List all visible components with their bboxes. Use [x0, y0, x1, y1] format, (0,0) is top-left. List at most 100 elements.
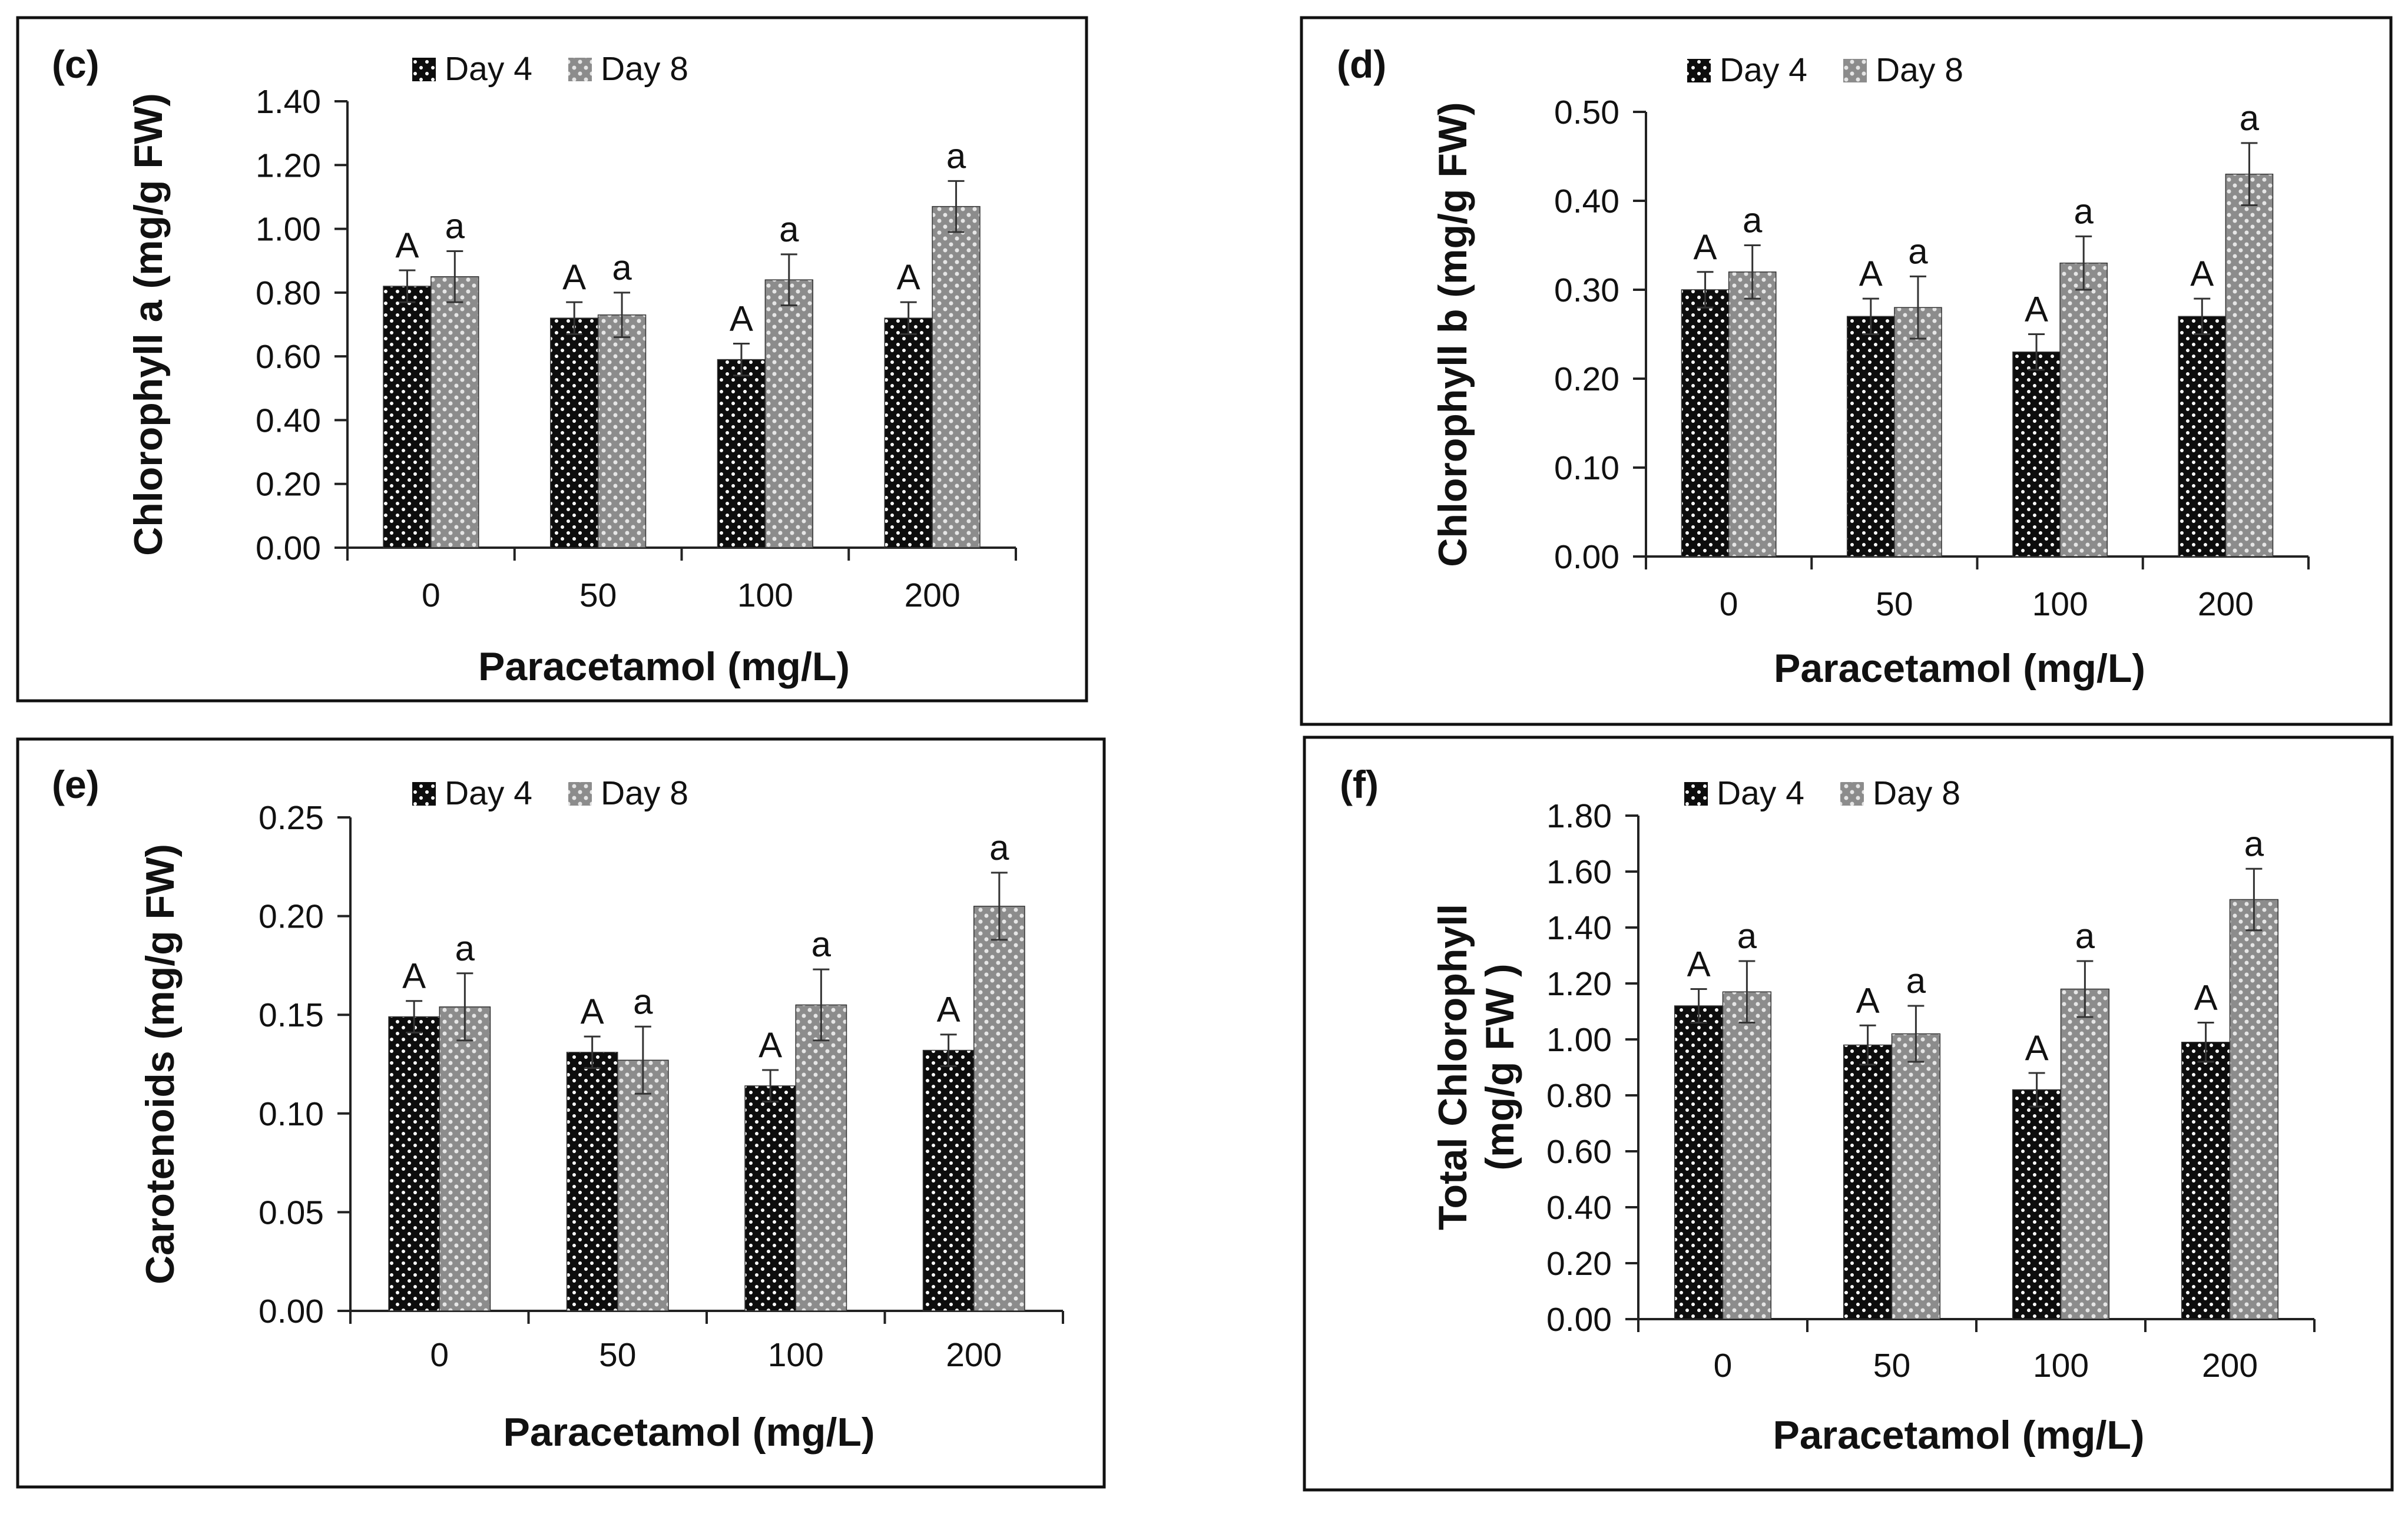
y-tick-label: 0.10	[1554, 449, 1619, 487]
y-tick-label: 0.10	[259, 1095, 324, 1133]
bar-day4	[2012, 1089, 2062, 1320]
panel-label: (d)	[1337, 42, 1386, 86]
bar-day8	[1894, 307, 1942, 557]
bar-day8	[1728, 271, 1777, 557]
y-tick-label: 1.20	[1546, 965, 1612, 1003]
y-tick-label: 0.00	[1546, 1301, 1612, 1339]
y-axis-title-line1: Total Chlorophyll	[1430, 904, 1475, 1230]
significance-label: a	[612, 248, 632, 287]
y-tick-label: 0.20	[259, 898, 324, 936]
y-tick-label: 0.25	[259, 799, 324, 837]
legend-swatch-day4	[1684, 782, 1708, 806]
x-tick-label: 100	[737, 577, 793, 614]
y-tick-label: 1.60	[1546, 853, 1612, 891]
x-axis-title: Paracetamol (mg/L)	[1774, 646, 2145, 691]
bar-day8	[2059, 262, 2108, 557]
significance-label: A	[2190, 254, 2214, 293]
significance-label: A	[395, 226, 419, 265]
y-tick-label: 0.50	[1554, 94, 1619, 131]
bar-day4	[1843, 1044, 1893, 1320]
bar-day8	[973, 906, 1025, 1311]
significance-label: a	[633, 982, 653, 1021]
x-tick-label: 200	[2198, 585, 2254, 623]
x-tick-label: 0	[430, 1336, 449, 1374]
bar-day4	[550, 317, 599, 548]
significance-label: a	[1906, 961, 1926, 1001]
x-tick-label: 50	[579, 577, 617, 614]
y-tick-label: 1.20	[256, 147, 321, 184]
legend-label-day8: Day 8	[1873, 774, 1960, 812]
panel-label: (c)	[52, 42, 100, 86]
x-axis-title: Paracetamol (mg/L)	[1773, 1413, 2144, 1458]
y-tick-label: 1.40	[256, 83, 321, 121]
legend-swatch-day8	[1840, 782, 1864, 806]
significance-label: a	[2074, 191, 2094, 231]
bar-day8	[597, 314, 647, 548]
x-axis-title: Paracetamol (mg/L)	[478, 644, 850, 689]
y-axis-title: Chlorophyll a (mg/g FW)	[126, 93, 171, 556]
significance-label: A	[758, 1025, 782, 1065]
y-tick-label: 0.80	[256, 274, 321, 312]
bar-day8	[2225, 173, 2274, 557]
legend-label-day4: Day 4	[445, 50, 532, 88]
charts-layer: (c) 0.00 0.20 0.40 0.60 0.80 1.00 1.20 1.40 0 50 10…	[16, 16, 2394, 1492]
bar-day8	[764, 279, 813, 548]
significance-label: a	[779, 210, 799, 249]
significance-label: a	[455, 929, 475, 968]
bar-day8	[1722, 991, 1772, 1320]
x-tick-label: 50	[1876, 585, 1913, 623]
significance-label: a	[946, 136, 966, 175]
significance-label: a	[445, 206, 465, 246]
legend-swatch-day8	[568, 58, 592, 81]
significance-label: a	[1743, 201, 1763, 240]
significance-label: A	[402, 956, 426, 996]
bar-day4	[2181, 1042, 2231, 1320]
legend-label-day8: Day 8	[1876, 51, 1963, 89]
panel-label: (e)	[52, 763, 100, 806]
significance-label: A	[897, 257, 920, 297]
x-tick-label: 100	[768, 1336, 824, 1374]
x-tick-label: 200	[905, 577, 960, 614]
significance-label: a	[2240, 98, 2260, 138]
y-tick-label: 0.15	[259, 996, 324, 1034]
y-tick-label: 0.00	[1554, 538, 1619, 576]
legend-label-day8: Day 8	[601, 774, 688, 812]
bar-day8	[2060, 988, 2110, 1320]
x-tick-label: 0	[1714, 1347, 1733, 1384]
significance-label: a	[2244, 824, 2264, 863]
significance-label: A	[1856, 981, 1880, 1020]
significance-label: a	[1737, 916, 1757, 956]
y-tick-label: 0.20	[256, 466, 321, 504]
y-tick-label: 0.40	[1554, 183, 1619, 220]
y-tick-label: 0.20	[1546, 1245, 1612, 1283]
significance-label: A	[562, 257, 586, 297]
bar-day8	[1891, 1033, 1941, 1320]
x-tick-label: 50	[1873, 1347, 1910, 1384]
significance-label: A	[2025, 1028, 2049, 1068]
bar-day4	[744, 1085, 796, 1311]
y-tick-label: 0.80	[1546, 1077, 1612, 1115]
panel-border	[1300, 16, 2393, 726]
y-tick-label: 1.00	[256, 211, 321, 249]
legend-label-day8: Day 8	[601, 50, 688, 88]
legend-swatch-day8	[568, 782, 592, 806]
x-tick-label: 100	[2033, 1347, 2089, 1384]
y-tick-label: 0.40	[1546, 1189, 1612, 1227]
y-tick-label: 0.05	[259, 1194, 324, 1231]
chart-panel: (f) 0.00 0.20 0.40 0.60 0.80 1.00 1.20 1.40 1.60 1…	[1303, 736, 2394, 1492]
x-tick-label: 100	[2032, 585, 2088, 623]
panel-label: (f)	[1340, 763, 1379, 806]
y-tick-label: 1.80	[1546, 797, 1612, 835]
panel-border	[16, 16, 1088, 703]
legend-label-day4: Day 4	[1720, 51, 1807, 89]
chart-panel: (c) 0.00 0.20 0.40 0.60 0.80 1.00 1.20 1.40 0 50 10…	[16, 16, 1088, 703]
bar-day8	[2229, 899, 2279, 1320]
bar-day4	[2178, 316, 2227, 557]
x-tick-label: 50	[599, 1336, 636, 1374]
y-axis-title: Carotenoids (mg/g FW)	[138, 844, 183, 1284]
chart-panel: (d) 0.00 0.10 0.20 0.30 0.40 0.50 0 50 100 200 A A A A…	[1300, 16, 2393, 726]
y-tick-label: 0.60	[256, 338, 321, 376]
bar-day8	[795, 1004, 847, 1311]
bar-day8	[439, 1006, 491, 1311]
